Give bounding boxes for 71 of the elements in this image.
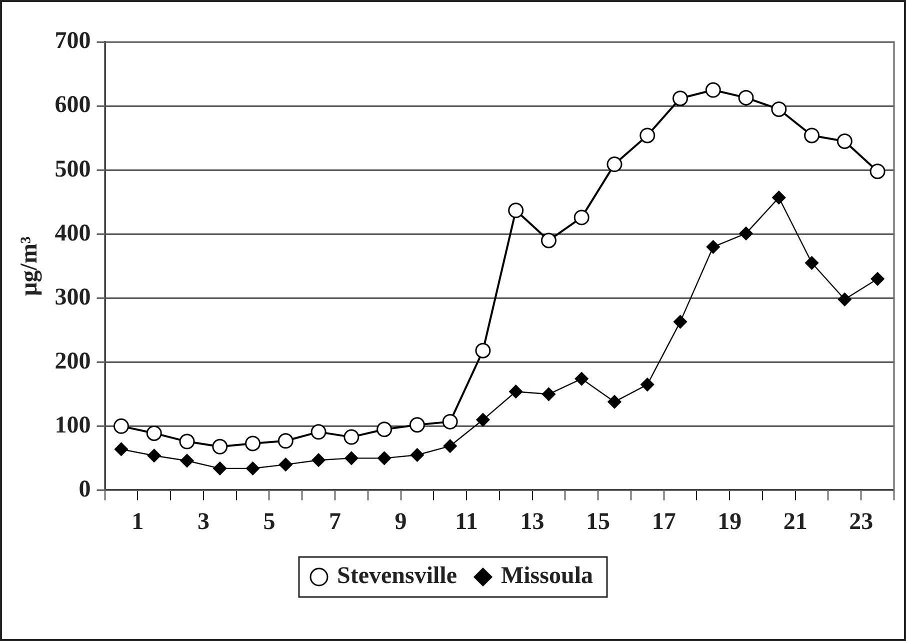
point [442, 414, 458, 430]
point [674, 315, 688, 329]
point [443, 439, 457, 453]
point [113, 418, 129, 434]
x-tick-label: 1 [132, 508, 144, 535]
point [608, 395, 622, 409]
y-axis-title: μg/m³ [16, 236, 43, 296]
y-tick-label: 700 [54, 28, 91, 54]
point [114, 442, 128, 456]
point [870, 164, 886, 180]
point [312, 453, 326, 467]
point [376, 422, 392, 438]
x-tick-label: 9 [394, 508, 407, 535]
legend-label: Missoula [500, 563, 593, 590]
point [179, 434, 195, 450]
y-tick-label: 0 [78, 476, 91, 502]
x-tick-label: 13 [520, 508, 544, 535]
point [805, 256, 819, 270]
point [738, 90, 754, 106]
x-tick-label: 23 [849, 508, 874, 535]
point [772, 190, 786, 204]
point [771, 101, 787, 117]
y-tick-label: 300 [54, 284, 91, 310]
legend-label: Stevensville [337, 563, 458, 590]
y-tick-label: 400 [54, 220, 91, 246]
x-tick-label: 3 [197, 508, 210, 535]
x-tick-label: 5 [263, 508, 276, 535]
y-tick-label: 200 [54, 348, 91, 374]
point [672, 90, 688, 106]
x-tick-label: 17 [652, 508, 676, 535]
point [246, 462, 260, 476]
y-tick-label: 100 [54, 412, 91, 438]
point [509, 384, 523, 398]
point [245, 436, 261, 452]
point [409, 417, 425, 433]
point [475, 342, 491, 358]
point [542, 387, 556, 401]
point [836, 133, 852, 149]
point [180, 454, 194, 468]
point [574, 372, 588, 386]
point [310, 424, 326, 440]
y-tick-label: 500 [54, 156, 91, 182]
x-tick-label: 19 [718, 508, 742, 535]
point [278, 458, 292, 472]
x-tick-label: 15 [586, 508, 610, 535]
point [213, 462, 227, 476]
point [147, 448, 161, 462]
point [476, 413, 490, 427]
point [705, 82, 721, 98]
point [739, 226, 753, 240]
y-tick-label: 600 [54, 92, 91, 118]
point [278, 433, 294, 449]
x-tick-label: 21 [783, 508, 808, 535]
point [344, 451, 358, 465]
point [508, 202, 524, 218]
point [344, 429, 360, 445]
point [378, 451, 392, 465]
point [706, 240, 720, 254]
x-tick-label: 11 [455, 508, 478, 535]
point [574, 210, 590, 226]
point [804, 128, 820, 144]
point [146, 425, 162, 441]
point [870, 272, 884, 286]
x-tick-label: 7 [328, 508, 341, 535]
point [410, 448, 424, 462]
point [212, 438, 228, 454]
point [640, 128, 656, 144]
point [838, 292, 852, 306]
point [540, 232, 556, 248]
point [640, 378, 654, 392]
point [606, 156, 622, 172]
